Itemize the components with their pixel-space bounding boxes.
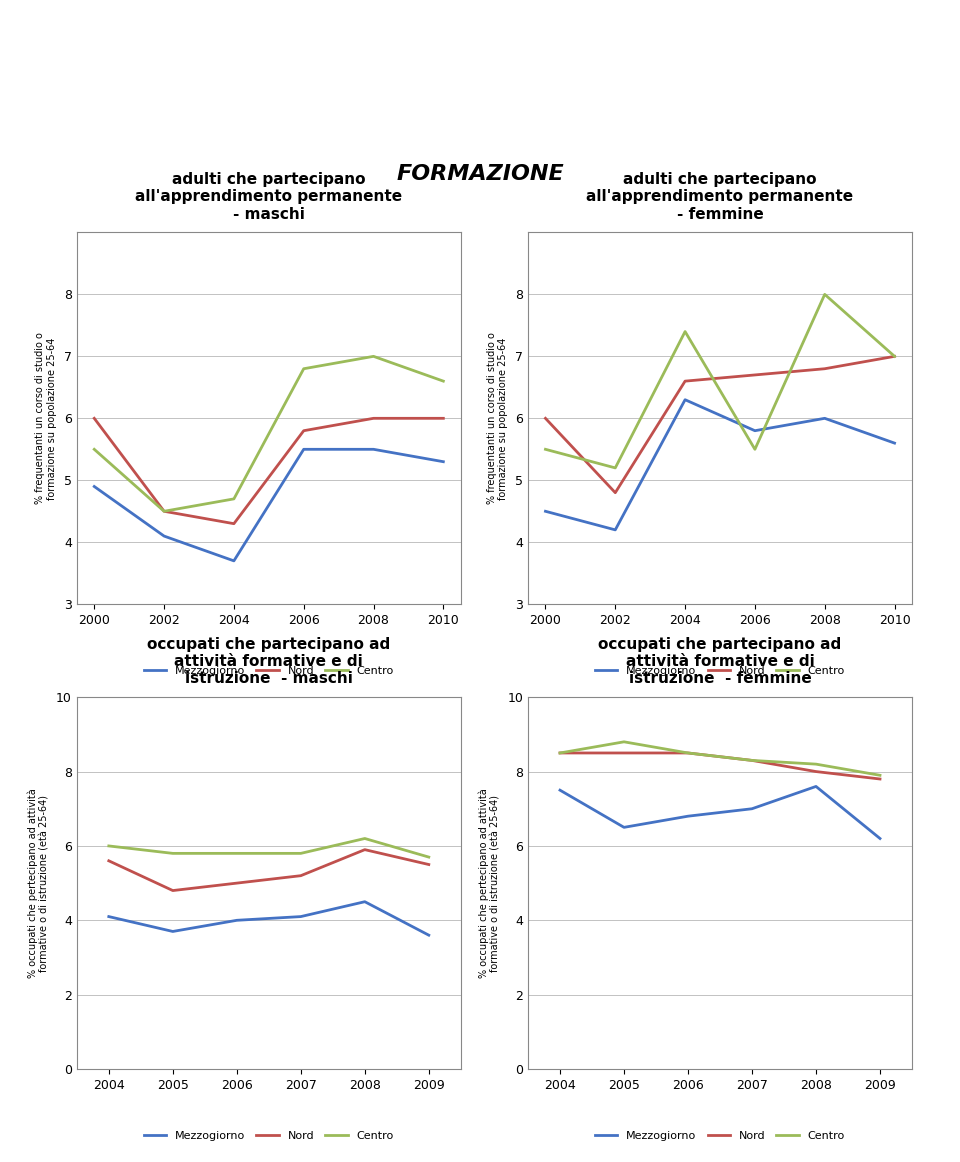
- Title: adulti che partecipano
all'apprendimento permanente
- femmine: adulti che partecipano all'apprendimento…: [587, 172, 853, 222]
- Title: occupati che partecipano ad
attività formative e di
istruzione  - maschi: occupati che partecipano ad attività for…: [147, 637, 391, 687]
- Y-axis label: % frequentanti un corso di studio o
formazione su popolazione 25-64: % frequentanti un corso di studio o form…: [36, 332, 57, 504]
- Text: FORMAZIONE: FORMAZIONE: [396, 164, 564, 185]
- Text: ingenere
CICLO DI INCONTRI A TEMA: ingenere CICLO DI INCONTRI A TEMA: [444, 73, 612, 95]
- Y-axis label: % frequentanti un corso di studio o
formazione su popolazione 25-64: % frequentanti un corso di studio o form…: [487, 332, 508, 504]
- Legend: Mezzogiorno, Nord, Centro: Mezzogiorno, Nord, Centro: [139, 661, 398, 681]
- Legend: Mezzogiorno, Nord, Centro: Mezzogiorno, Nord, Centro: [139, 1126, 398, 1146]
- Y-axis label: % occupati che pertecipano ad attività
formative o di istruzione (età 25-64): % occupati che pertecipano ad attività f…: [27, 788, 49, 978]
- Y-axis label: % occupati che pertecipano ad attività
formative o di istruzione (età 25-64): % occupati che pertecipano ad attività f…: [478, 788, 500, 978]
- Title: adulti che partecipano
all'apprendimento permanente
- maschi: adulti che partecipano all'apprendimento…: [135, 172, 402, 222]
- Title: occupati che partecipano ad
attività formative e di
istruzione  - femmine: occupati che partecipano ad attività for…: [598, 637, 842, 687]
- Legend: Mezzogiorno, Nord, Centro: Mezzogiorno, Nord, Centro: [590, 661, 850, 681]
- Legend: Mezzogiorno, Nord, Centro: Mezzogiorno, Nord, Centro: [590, 1126, 850, 1146]
